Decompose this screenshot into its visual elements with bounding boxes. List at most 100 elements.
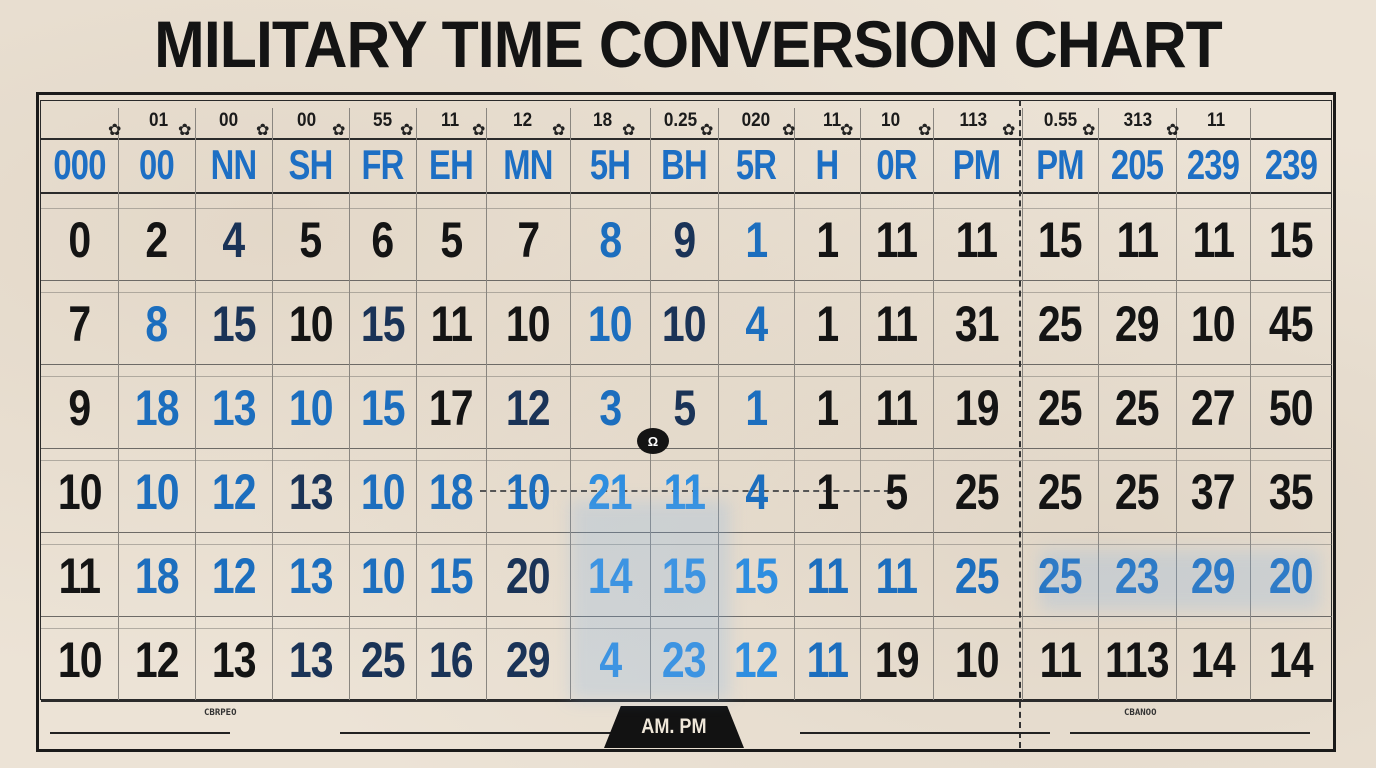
- grid-cell: 16: [429, 632, 474, 688]
- column-rule: [570, 108, 571, 700]
- pin-icon: ✿: [840, 122, 854, 139]
- pin-icon: ✿: [622, 122, 636, 139]
- grid-cell: 11: [806, 632, 849, 688]
- column-header: PM: [1036, 141, 1084, 188]
- grid-cell: 1: [745, 212, 768, 268]
- grid-cell: 10: [134, 464, 180, 520]
- pin-icon: ✿: [400, 122, 414, 139]
- grid-cell: 12: [734, 632, 779, 688]
- grid-cell: 18: [429, 464, 474, 520]
- top-tick-label: 113: [959, 110, 988, 131]
- grid-cell: 11: [1039, 632, 1082, 688]
- column-header: 205: [1110, 141, 1164, 188]
- grid-cell: 5: [440, 212, 463, 268]
- pin-icon: ✿: [178, 122, 192, 139]
- grid-cell: 11: [1192, 212, 1235, 268]
- grid-cell: 11: [875, 212, 919, 268]
- grid-cell: 5: [673, 380, 696, 436]
- grid-cell: 7: [68, 296, 92, 352]
- grid-cell: 11: [58, 548, 102, 604]
- footer-rule: [1070, 732, 1310, 734]
- grid-cell: 5: [885, 464, 909, 520]
- column-rule: [1098, 108, 1099, 700]
- column-header: 0R: [876, 141, 917, 188]
- grid-cell: 3: [599, 380, 622, 436]
- grid-cell: 15: [662, 548, 707, 604]
- ampm-label: AM. PM: [641, 715, 707, 738]
- grid-cell: 15: [734, 548, 779, 604]
- top-tick-label: 313: [1123, 110, 1153, 131]
- grid-cell: 11: [430, 296, 473, 352]
- footer-rule: [800, 732, 1050, 734]
- grid-cell: 13: [211, 632, 257, 688]
- grid-cell: 11: [1116, 212, 1159, 268]
- grid-cell: 0: [68, 212, 92, 268]
- footer-right-label: CBANOO: [1124, 708, 1157, 718]
- grid-cell: 25: [1115, 464, 1160, 520]
- column-header: EH: [429, 141, 474, 188]
- grid-cell: 10: [288, 380, 334, 436]
- grid-cell: 25: [360, 632, 406, 688]
- grid-cell: 29: [1115, 296, 1160, 352]
- column-header: 239: [1264, 141, 1318, 188]
- header-bottom-rule: [41, 192, 1332, 194]
- grid-cell: 12: [134, 632, 180, 688]
- grid-cell: 21: [588, 464, 633, 520]
- grid-cell: 1: [816, 296, 839, 352]
- grid-cell: 25: [1038, 296, 1083, 352]
- grid-cell: 14: [588, 548, 633, 604]
- grid-cell: 25: [1038, 464, 1083, 520]
- grid-cell: 31: [954, 296, 1000, 352]
- pin-icon: ✿: [1082, 122, 1096, 139]
- column-rule: [118, 108, 119, 700]
- grid-cell: 10: [506, 464, 551, 520]
- footer-rule: [50, 732, 230, 734]
- ampm-badge: AM. PM: [604, 706, 744, 748]
- pin-icon: ✿: [1166, 122, 1180, 139]
- pin-icon: ✿: [700, 122, 714, 139]
- grid-cell: 20: [506, 548, 551, 604]
- grid-cell: 10: [506, 296, 551, 352]
- grid-cell: 10: [1191, 296, 1236, 352]
- grid-cell: 37: [1191, 464, 1236, 520]
- grid-cell: 11: [955, 212, 999, 268]
- column-header: 239: [1186, 141, 1240, 188]
- grid-cell: 25: [1038, 548, 1083, 604]
- row-rule: [41, 448, 1332, 449]
- grid-cell: 1: [816, 212, 839, 268]
- column-header: FR: [361, 141, 404, 188]
- footer-band: [40, 702, 1332, 748]
- column-rule: [933, 108, 934, 700]
- grid-cell: 10: [588, 296, 633, 352]
- grid-cell: 23: [662, 632, 707, 688]
- top-tick-label: 11: [1207, 110, 1226, 131]
- row-guide: [41, 460, 1332, 461]
- grid-cell: 10: [360, 548, 406, 604]
- top-tick-label: 55: [373, 110, 393, 131]
- grid-cell: 50: [1269, 380, 1314, 436]
- column-header: 00: [139, 141, 175, 188]
- grid-cell: 11: [875, 380, 919, 436]
- row-guide: [41, 292, 1332, 293]
- pin-icon: ✿: [782, 122, 796, 139]
- grid-cell: 13: [288, 548, 334, 604]
- column-rule: [1022, 108, 1023, 700]
- grid-cell: 12: [211, 464, 257, 520]
- grid-cell: 13: [288, 464, 334, 520]
- grid-cell: 35: [1269, 464, 1314, 520]
- grid-cell: 8: [145, 296, 169, 352]
- grid-cell: 29: [1191, 548, 1236, 604]
- column-rule: [718, 108, 719, 700]
- top-tick-label: 0.55: [1043, 110, 1078, 131]
- grid-cell: 14: [1191, 632, 1236, 688]
- top-tick-label: 01: [149, 110, 169, 131]
- grid-cell: 4: [745, 464, 768, 520]
- grid-cell: 19: [874, 632, 920, 688]
- column-rule: [349, 108, 350, 700]
- chart-frame: [36, 92, 1336, 752]
- grid-cell: 23: [1115, 548, 1160, 604]
- grid-cell: 15: [211, 296, 257, 352]
- grid-cell: 9: [68, 380, 92, 436]
- row-guide: [41, 628, 1332, 629]
- column-rule: [1176, 108, 1177, 700]
